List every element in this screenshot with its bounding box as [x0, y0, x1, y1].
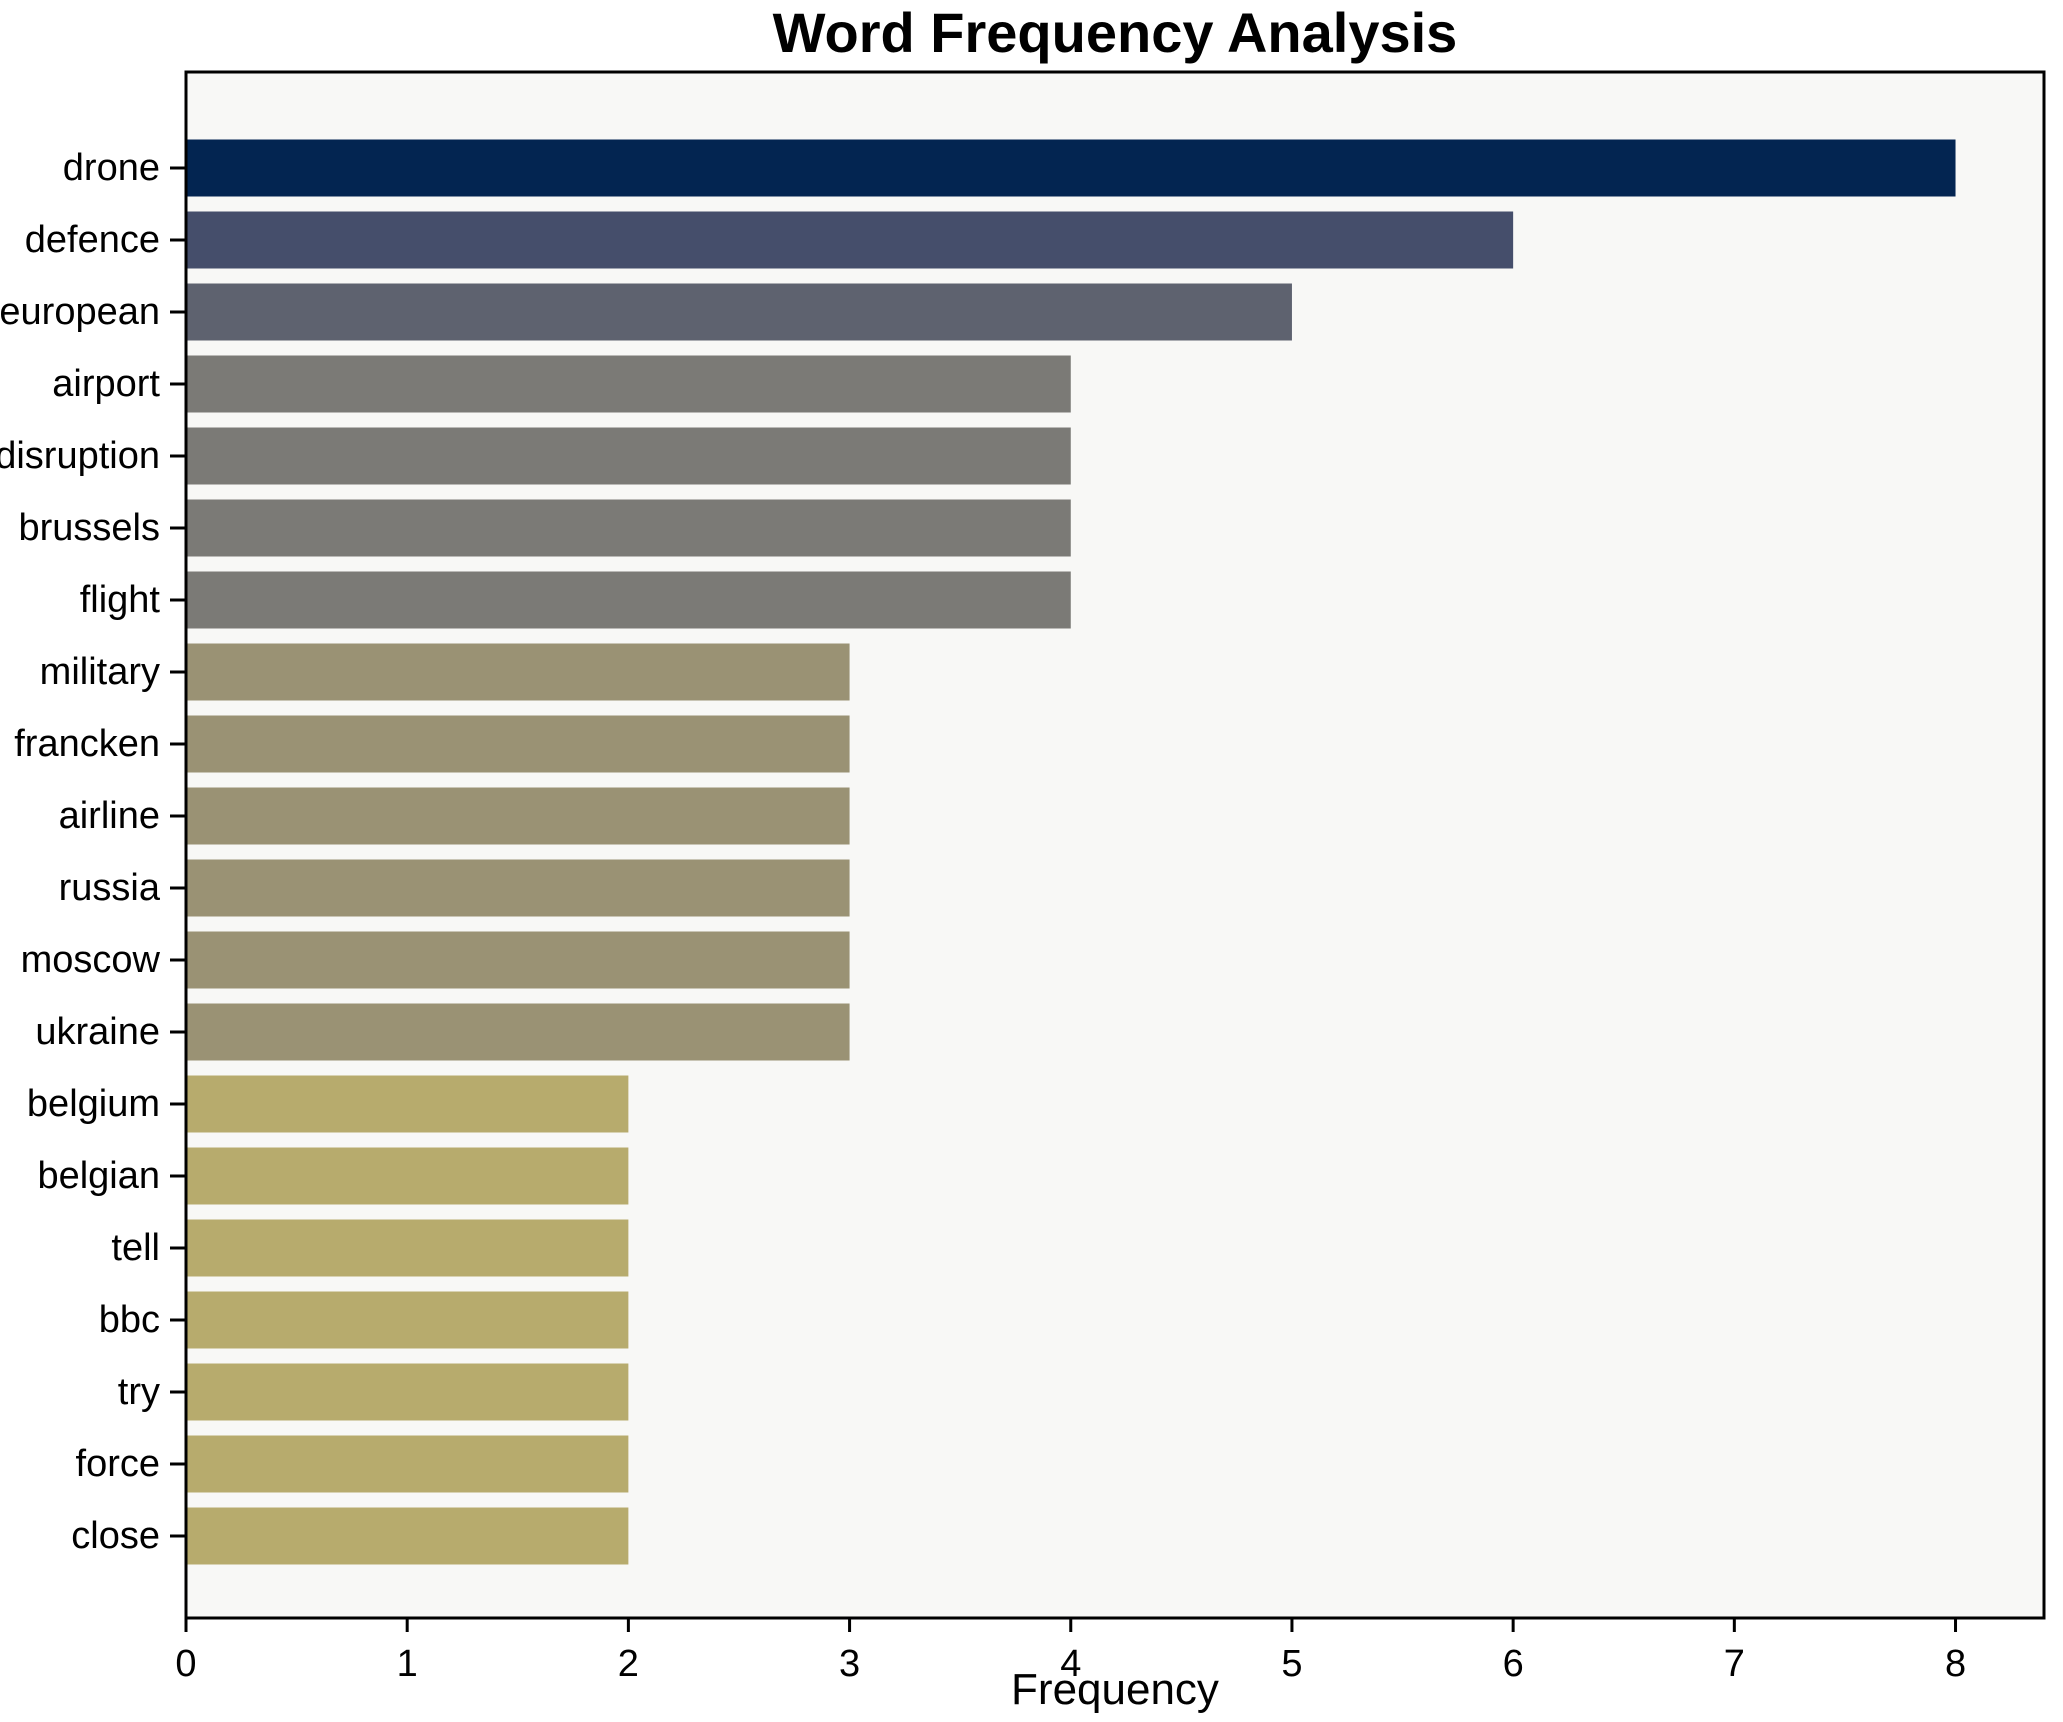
y-tick-label-bbc: bbc [99, 1299, 160, 1341]
bar-close [186, 1507, 629, 1565]
y-tick-label-airline: airline [59, 795, 160, 837]
bar-flight [186, 571, 1071, 629]
bar-airport [186, 355, 1071, 413]
y-tick-label-brussels: brussels [19, 507, 161, 549]
y-tick-label-flight: flight [80, 579, 161, 621]
y-tick-label-russia: russia [59, 867, 161, 909]
x-tick-label-5: 5 [1281, 1643, 1302, 1685]
bar-tell [186, 1219, 629, 1277]
bar-european [186, 283, 1292, 341]
bar-defence [186, 211, 1514, 269]
bar-bbc [186, 1291, 629, 1349]
bar-belgium [186, 1075, 629, 1133]
bar-airline [186, 787, 850, 845]
bar-russia [186, 859, 850, 917]
bar-moscow [186, 931, 850, 989]
y-tick-label-military: military [40, 651, 160, 693]
axis-tick-labels-group: drone defence european airport disruption bru… [0, 147, 1966, 1685]
bar-disruption [186, 427, 1071, 485]
bar-francken [186, 715, 850, 773]
axis-ticks-group [170, 166, 1958, 1632]
bar-ukraine [186, 1003, 850, 1061]
y-tick-label-moscow: moscow [21, 939, 161, 981]
axes-spines [184, 70, 2046, 1620]
bar-drone [186, 139, 1956, 197]
x-tick-label-2: 2 [618, 1643, 639, 1685]
y-tick-label-disruption: disruption [0, 435, 160, 477]
y-tick-label-force: force [76, 1443, 160, 1485]
bar-military [186, 643, 850, 701]
x-tick-label-3: 3 [839, 1643, 860, 1685]
y-tick-label-tell: tell [111, 1227, 160, 1269]
y-tick-label-airport: airport [52, 363, 160, 405]
y-tick-label-belgian: belgian [37, 1155, 160, 1197]
bar-force [186, 1435, 629, 1493]
y-tick-label-european: european [0, 291, 160, 333]
y-tick-label-francken: francken [14, 723, 160, 765]
y-tick-label-close: close [71, 1515, 160, 1557]
bar-brussels [186, 499, 1071, 557]
y-tick-label-try: try [118, 1371, 160, 1413]
x-tick-label-6: 6 [1503, 1643, 1524, 1685]
x-tick-label-4: 4 [1060, 1643, 1081, 1685]
x-axis-label: Frequency [1011, 1665, 1219, 1714]
bars-group [186, 139, 1956, 1565]
y-tick-label-ukraine: ukraine [35, 1011, 160, 1053]
y-tick-label-defence: defence [25, 219, 160, 261]
x-tick-label-0: 0 [175, 1643, 196, 1685]
chart-title: Word Frequency Analysis [773, 1, 1458, 64]
bar-belgian [186, 1147, 629, 1205]
y-tick-label-belgium: belgium [27, 1083, 160, 1125]
bar-try [186, 1363, 629, 1421]
x-tick-label-7: 7 [1724, 1643, 1745, 1685]
x-tick-label-1: 1 [397, 1643, 418, 1685]
x-tick-label-8: 8 [1945, 1643, 1966, 1685]
y-tick-label-drone: drone [63, 147, 160, 189]
